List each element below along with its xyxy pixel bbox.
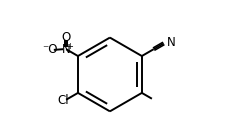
Text: Cl: Cl: [57, 94, 69, 107]
Text: N: N: [62, 43, 70, 56]
Text: N: N: [166, 36, 175, 49]
Text: O: O: [61, 31, 70, 44]
Text: ⁻O: ⁻O: [42, 43, 57, 56]
Text: +: +: [65, 42, 72, 51]
